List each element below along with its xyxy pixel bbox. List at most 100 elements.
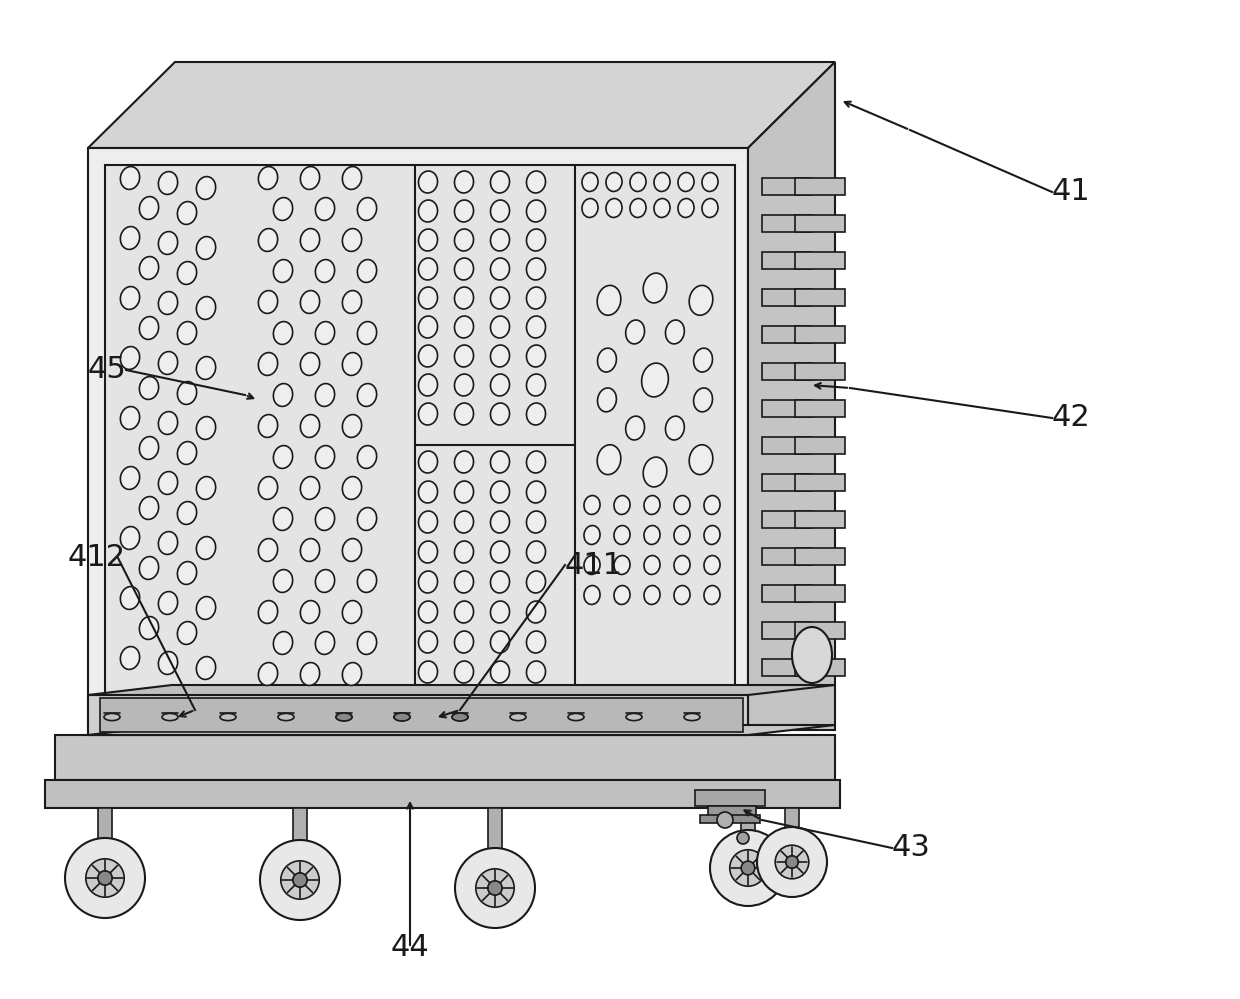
Ellipse shape	[273, 631, 293, 654]
Ellipse shape	[527, 171, 546, 193]
Polygon shape	[763, 474, 812, 491]
Ellipse shape	[418, 345, 438, 367]
Ellipse shape	[159, 352, 177, 375]
Ellipse shape	[455, 451, 474, 473]
Ellipse shape	[120, 407, 140, 430]
Ellipse shape	[300, 291, 320, 314]
Ellipse shape	[342, 291, 362, 314]
Polygon shape	[795, 178, 844, 195]
Ellipse shape	[626, 320, 645, 344]
Ellipse shape	[300, 662, 320, 685]
Ellipse shape	[336, 713, 352, 720]
Ellipse shape	[219, 713, 236, 720]
Ellipse shape	[689, 286, 713, 316]
Ellipse shape	[336, 713, 352, 721]
Ellipse shape	[342, 600, 362, 623]
Ellipse shape	[394, 713, 410, 721]
Ellipse shape	[273, 198, 293, 221]
Circle shape	[775, 845, 808, 879]
Ellipse shape	[455, 200, 474, 222]
Ellipse shape	[453, 713, 467, 721]
Polygon shape	[88, 62, 835, 148]
Ellipse shape	[357, 198, 377, 221]
Circle shape	[98, 871, 112, 885]
Ellipse shape	[357, 322, 377, 345]
Ellipse shape	[162, 713, 179, 720]
Ellipse shape	[315, 631, 335, 654]
Ellipse shape	[196, 177, 216, 200]
Ellipse shape	[527, 374, 546, 396]
Ellipse shape	[342, 662, 362, 685]
Ellipse shape	[258, 600, 278, 623]
Circle shape	[476, 869, 515, 907]
Ellipse shape	[641, 363, 668, 397]
Ellipse shape	[300, 415, 320, 438]
Polygon shape	[88, 148, 748, 730]
Ellipse shape	[418, 374, 438, 396]
Ellipse shape	[139, 197, 159, 220]
Polygon shape	[795, 659, 844, 676]
Circle shape	[742, 861, 755, 875]
Ellipse shape	[342, 477, 362, 500]
Ellipse shape	[491, 541, 510, 563]
Ellipse shape	[196, 596, 216, 619]
Ellipse shape	[491, 661, 510, 683]
Ellipse shape	[584, 555, 600, 574]
Ellipse shape	[120, 287, 140, 310]
Circle shape	[293, 873, 308, 887]
Ellipse shape	[455, 287, 474, 309]
Ellipse shape	[568, 713, 584, 720]
Ellipse shape	[584, 585, 600, 604]
Ellipse shape	[606, 173, 622, 192]
Ellipse shape	[702, 173, 718, 192]
Polygon shape	[795, 363, 844, 380]
Text: 411: 411	[565, 550, 624, 579]
Polygon shape	[795, 289, 844, 306]
Ellipse shape	[644, 273, 667, 303]
Polygon shape	[763, 437, 812, 454]
Ellipse shape	[455, 403, 474, 425]
Ellipse shape	[273, 260, 293, 283]
Ellipse shape	[342, 167, 362, 190]
Ellipse shape	[300, 353, 320, 376]
Ellipse shape	[315, 260, 335, 283]
Ellipse shape	[104, 713, 120, 720]
Bar	[98, 808, 112, 842]
Ellipse shape	[139, 497, 159, 519]
Ellipse shape	[273, 446, 293, 469]
Ellipse shape	[418, 200, 438, 222]
Ellipse shape	[598, 445, 621, 475]
Ellipse shape	[159, 172, 177, 195]
Ellipse shape	[177, 202, 197, 225]
Ellipse shape	[196, 237, 216, 260]
Ellipse shape	[491, 601, 510, 623]
Ellipse shape	[614, 496, 630, 514]
Ellipse shape	[196, 357, 216, 380]
Ellipse shape	[675, 555, 689, 574]
Ellipse shape	[455, 601, 474, 623]
Ellipse shape	[678, 199, 694, 218]
Ellipse shape	[418, 403, 438, 425]
Ellipse shape	[630, 173, 646, 192]
Polygon shape	[763, 326, 812, 343]
Bar	[742, 808, 755, 834]
Circle shape	[487, 881, 502, 895]
Polygon shape	[105, 165, 735, 695]
Ellipse shape	[675, 525, 689, 544]
Polygon shape	[763, 178, 812, 195]
Circle shape	[730, 850, 766, 886]
Ellipse shape	[315, 384, 335, 407]
Ellipse shape	[177, 561, 197, 584]
Ellipse shape	[273, 507, 293, 530]
Ellipse shape	[278, 713, 294, 720]
Circle shape	[455, 848, 534, 928]
Ellipse shape	[196, 477, 216, 500]
Ellipse shape	[455, 631, 474, 653]
Ellipse shape	[418, 571, 438, 593]
Ellipse shape	[606, 199, 622, 218]
Ellipse shape	[644, 496, 660, 514]
Ellipse shape	[139, 317, 159, 340]
Polygon shape	[88, 725, 835, 735]
Ellipse shape	[491, 451, 510, 473]
Ellipse shape	[159, 531, 177, 554]
